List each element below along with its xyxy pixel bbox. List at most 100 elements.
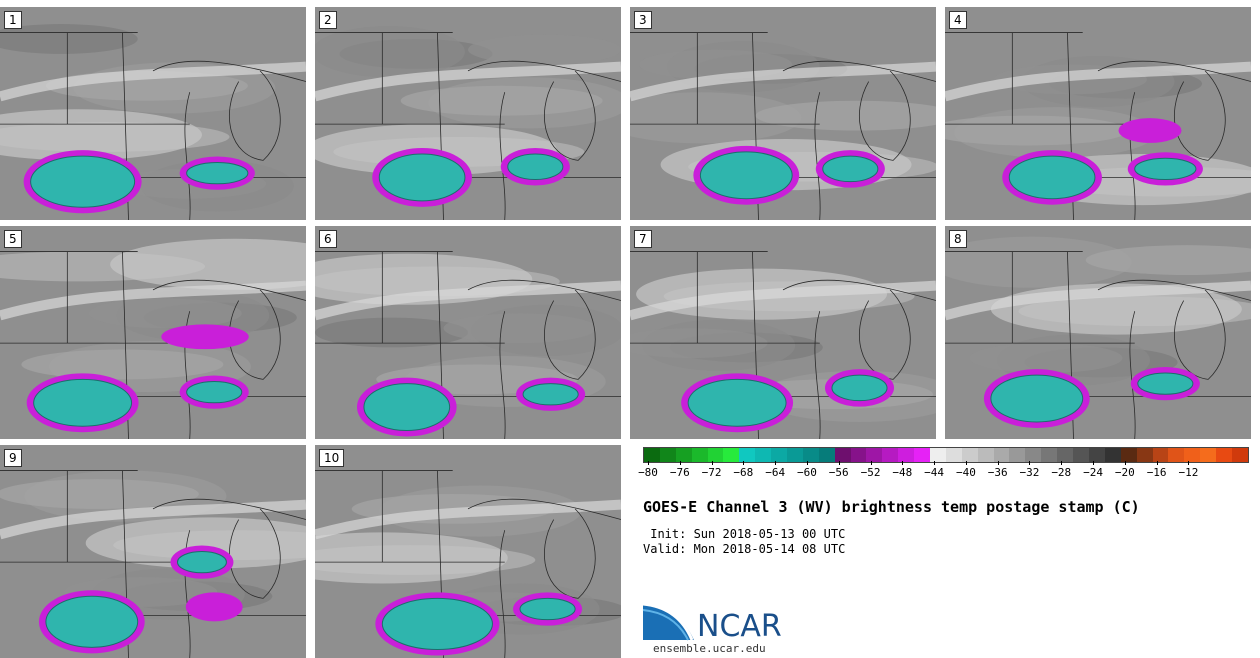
colorbar-swatch (1120, 448, 1137, 462)
wv-field (945, 236, 1251, 439)
logo-url: ensemble.ucar.edu (653, 642, 766, 655)
wv-field (315, 470, 621, 658)
panel-number: 8 (949, 230, 967, 248)
panel-number: 9 (4, 449, 22, 467)
colorbar-swatch (787, 448, 803, 462)
colorbar-tick-label: −72 (701, 466, 722, 479)
colorbar-swatch (1184, 448, 1201, 462)
colorbar-tick (648, 461, 649, 465)
colorbar-swatch (771, 448, 788, 462)
colorbar-swatch (993, 448, 1010, 462)
colorbar-tick (1029, 461, 1031, 465)
panel-number: 2 (319, 11, 337, 29)
colorbar-tick-label: −48 (892, 466, 913, 479)
colorbar-swatch (739, 448, 756, 462)
colorbar-swatch (1136, 448, 1153, 462)
colorbar-swatch (691, 448, 708, 462)
colorbar-swatch (1009, 448, 1026, 462)
colorbar-tick (679, 461, 681, 465)
colorbar-tick (838, 461, 840, 465)
ncar-logo (642, 600, 802, 645)
colorbar-tick-label: −80 (638, 466, 658, 479)
panel-number: 3 (634, 11, 652, 29)
stamp-panel-2: 2 (315, 7, 621, 220)
wv-field (315, 251, 621, 439)
colorbar-swatch (914, 448, 931, 462)
panel-number: 10 (319, 449, 345, 467)
wv-field (0, 470, 306, 658)
colorbar-swatch (1041, 448, 1058, 462)
colorbar-swatch (723, 448, 740, 462)
colorbar-tick (743, 461, 745, 465)
panel-number: 6 (319, 230, 337, 248)
panel-number: 4 (949, 11, 967, 29)
colorbar-tick (775, 461, 777, 465)
colorbar-tick (1124, 461, 1126, 465)
valid-time: Valid: Mon 2018-05-14 08 UTC (643, 542, 846, 556)
colorbar-swatch (644, 448, 660, 462)
wv-field (945, 32, 1251, 220)
wv-field (0, 238, 306, 439)
stamp-panel-3: 3 (630, 7, 936, 220)
colorbar-swatch (1088, 448, 1105, 462)
colorbar-tick (1188, 461, 1190, 465)
colorbar-tick-label: −28 (1051, 466, 1072, 479)
colorbar-tick-label: −16 (1146, 466, 1167, 479)
panel-number: 5 (4, 230, 22, 248)
colorbar-tick-label: −52 (860, 466, 881, 479)
colorbar-swatch (1104, 448, 1121, 462)
colorbar-tick-label: −20 (1114, 466, 1135, 479)
stamp-panel-6: 6 (315, 226, 621, 439)
colorbar-swatch (961, 448, 978, 462)
colorbar-swatch (818, 448, 835, 462)
stamp-panel-8: 8 (945, 226, 1251, 439)
colorbar-swatch (945, 448, 962, 462)
colorbar-tick-label: −32 (1019, 466, 1040, 479)
colorbar-swatch (707, 448, 724, 462)
colorbar-swatch (1025, 448, 1042, 462)
colorbar-swatch (1216, 448, 1232, 462)
colorbar-tick-label: −64 (765, 466, 786, 479)
colorbar-tickmarks (643, 461, 1247, 465)
colorbar-tick-label: −44 (924, 466, 945, 479)
colorbar-swatch (1057, 448, 1074, 462)
colorbar-tick-label: −76 (669, 466, 690, 479)
colorbar-swatch (850, 448, 867, 462)
stamp-panel-1: 1 (0, 7, 306, 220)
stamp-panel-7: 7 (630, 226, 936, 439)
colorbar-swatch (834, 448, 851, 462)
colorbar-tick-label: −56 (828, 466, 849, 479)
colorbar-tick (711, 461, 713, 465)
colorbar-swatch (1152, 448, 1169, 462)
colorbar-swatch (930, 448, 946, 462)
colorbar-tick (934, 461, 936, 465)
wv-field (0, 24, 306, 220)
colorbar-tick-label: −40 (955, 466, 976, 479)
stamp-panel-4: 4 (945, 7, 1251, 220)
colorbar-swatch (675, 448, 692, 462)
colorbar-swatch (659, 448, 676, 462)
colorbar-swatch (1231, 448, 1248, 462)
colorbar-tick-label: −68 (733, 466, 754, 479)
colorbar-tick-label: −12 (1178, 466, 1199, 479)
colorbar-tick (1061, 461, 1063, 465)
colorbar-swatch (802, 448, 819, 462)
ncar-swoosh-icon (642, 602, 694, 641)
panel-number: 7 (634, 230, 652, 248)
colorbar-tick (1093, 461, 1095, 465)
colorbar-swatch (977, 448, 994, 462)
stamp-panel-10: 10 (315, 445, 621, 658)
colorbar-tick-label: −36 (987, 466, 1008, 479)
colorbar-tick (997, 461, 999, 465)
colorbar-swatch (1168, 448, 1185, 462)
colorbar-tick (902, 461, 904, 465)
wv-field (630, 32, 936, 220)
colorbar-swatch (898, 448, 915, 462)
colorbar-tick-label: −24 (1083, 466, 1103, 479)
wv-field (630, 251, 936, 439)
colorbar-tick (965, 461, 967, 465)
colorbar-tick-labels: −80 −76 −72 −68 −64 −60 −56 −52 −48 −44 −40 −36 −32−… (638, 466, 1247, 480)
colorbar-swatch (755, 448, 772, 462)
colorbar-tick (1156, 461, 1158, 465)
init-time: Init: Sun 2018-05-13 00 UTC (643, 527, 846, 541)
